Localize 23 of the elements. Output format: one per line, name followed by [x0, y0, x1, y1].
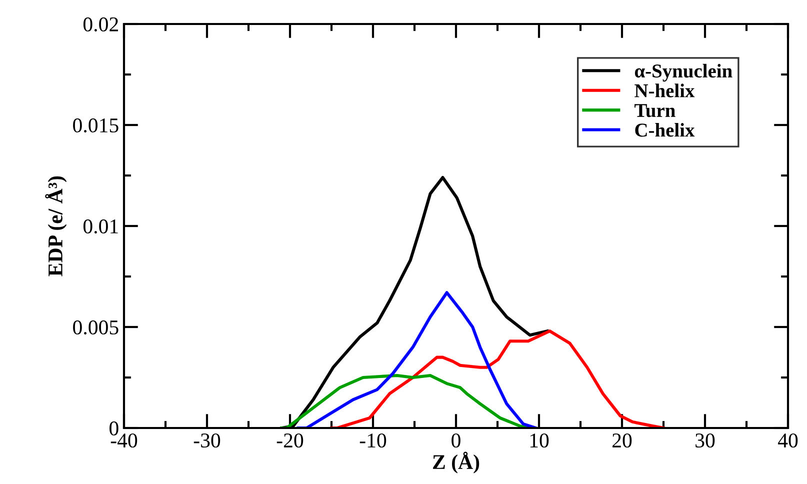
line-series	[296, 291, 538, 428]
line-series	[280, 374, 528, 428]
x-axis-title: Z (Å)	[432, 452, 480, 474]
x-tick-label: 20	[612, 433, 632, 448]
x-tick-label: -30	[194, 433, 220, 448]
y-tick-label: 0.005	[73, 320, 118, 335]
x-tick-label: -20	[276, 433, 304, 448]
y-axis-title: EDP (e/ Å³)	[45, 176, 67, 276]
legend-label: Turn	[634, 104, 676, 118]
x-tick-label: 30	[696, 433, 715, 448]
line-series	[330, 330, 666, 428]
y-tick-label: 0.015	[73, 118, 118, 133]
x-tick-label: -10	[360, 433, 386, 448]
legend-label: α-Synuclein	[634, 64, 732, 82]
legend-label: C-helix	[635, 123, 695, 137]
x-tick-label: 0	[452, 433, 460, 448]
x-tick-label: -40	[110, 433, 138, 448]
x-tick-label: 40	[778, 433, 798, 448]
y-tick-label: 0.02	[83, 17, 118, 32]
x-tick-label: 10	[530, 433, 549, 448]
y-tick-label: 0.01	[83, 219, 118, 234]
y-tick-label: 0	[110, 421, 118, 436]
legend-label: N-helix	[634, 84, 695, 98]
